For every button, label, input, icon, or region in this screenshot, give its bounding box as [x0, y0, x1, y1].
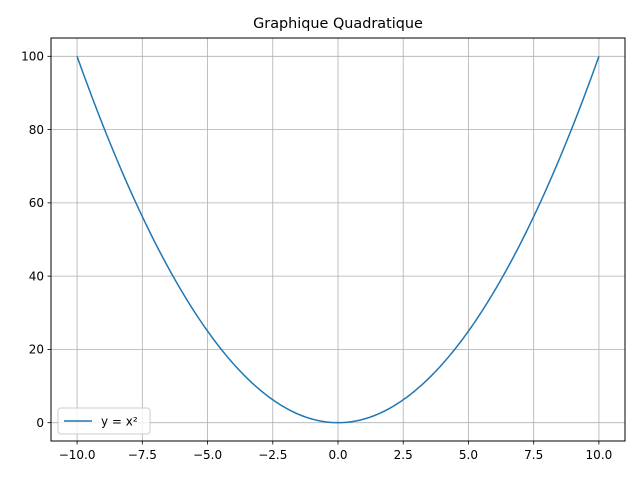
x-tick-label: −2.5 — [258, 448, 287, 462]
x-tick-label: 5.0 — [459, 448, 478, 462]
chart-title: Graphique Quadratique — [253, 16, 423, 32]
x-tick-label: −10.0 — [59, 448, 96, 462]
series-line — [76, 56, 600, 424]
y-axis: 0 20 40 60 80 100 — [21, 50, 51, 430]
legend-label: y = x² — [101, 415, 138, 429]
x-axis: −10.0 −7.5 −5.0 −2.5 0.0 2.5 5.0 7.5 10.0 — [59, 441, 613, 462]
x-tick-label: 0.0 — [328, 448, 347, 462]
y-tick-label: 100 — [21, 50, 44, 64]
y-tick-label: 60 — [29, 196, 44, 210]
legend: y = x² — [57, 407, 151, 435]
x-tick-label: 10.0 — [586, 448, 613, 462]
y-tick-label: 40 — [29, 269, 44, 283]
x-tick-label: 2.5 — [394, 448, 413, 462]
y-tick-label: 0 — [36, 416, 44, 430]
legend-box — [57, 407, 151, 435]
x-tick-label: −5.0 — [193, 448, 222, 462]
series-layer — [76, 56, 600, 424]
x-tick-label: 7.5 — [524, 448, 543, 462]
y-tick-label: 20 — [29, 343, 44, 357]
y-tick-label: 80 — [29, 123, 44, 137]
x-tick-label: −7.5 — [128, 448, 157, 462]
